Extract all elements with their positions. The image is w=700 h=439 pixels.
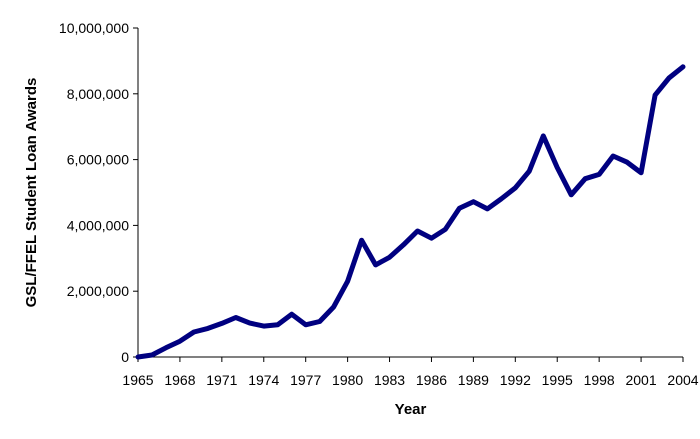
x-tick-label: 1992 — [500, 372, 531, 388]
x-axis-ticks: 1965 1968 1971 1974 1977 1980 1983 1986 1989 1992… — [122, 357, 699, 388]
y-tick-label: 4,000,000 — [67, 217, 129, 233]
y-axis-title: GSL/FFEL Student Loan Awards — [23, 78, 40, 308]
x-tick-label: 1968 — [164, 372, 195, 388]
series-line — [135, 64, 686, 360]
x-tick-label: 2001 — [625, 372, 656, 388]
x-tick-label: 1998 — [584, 372, 615, 388]
x-tick-label: 1965 — [122, 372, 153, 388]
x-tick-label: 1995 — [542, 372, 573, 388]
x-tick-label: 1983 — [374, 372, 405, 388]
y-axis-ticks: 0 2,000,000 4,000,000 6,000,000 8,000,000 10,… — [59, 20, 138, 365]
x-axis-title: Year — [395, 401, 427, 418]
x-tick-label: 1977 — [290, 372, 321, 388]
y-tick-label: 10,000,000 — [59, 20, 129, 36]
x-tick-label: 1971 — [206, 372, 237, 388]
x-tick-label: 1989 — [458, 372, 489, 388]
y-tick-label: 0 — [121, 349, 129, 365]
y-tick-label: 6,000,000 — [67, 152, 129, 168]
x-tick-label: 1986 — [416, 372, 447, 388]
series-group — [135, 64, 686, 360]
x-tick-label: 1974 — [248, 372, 279, 388]
y-tick-label: 8,000,000 — [67, 86, 129, 102]
x-tick-label: 2004 — [667, 372, 698, 388]
x-tick-label: 1980 — [332, 372, 363, 388]
y-tick-label: 2,000,000 — [67, 283, 129, 299]
